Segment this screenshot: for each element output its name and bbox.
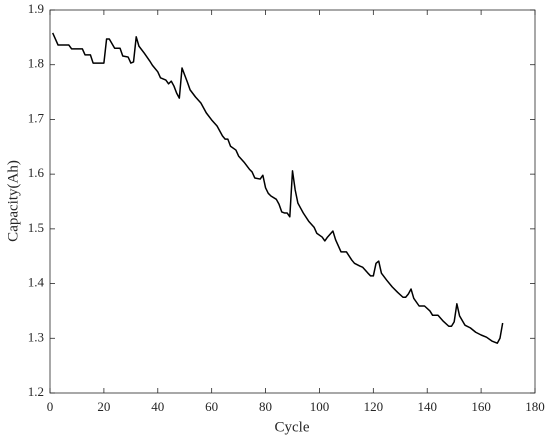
x-tick-label: 60: [205, 399, 218, 414]
y-tick-label: 1.5: [28, 220, 44, 235]
y-axis-title: Capacity(Ah): [5, 160, 21, 242]
x-tick-label: 0: [47, 399, 54, 414]
x-tick-label: 140: [417, 399, 437, 414]
y-tick-label: 1.6: [28, 165, 45, 180]
y-tick-label: 1.9: [28, 1, 44, 16]
data-line: [52, 32, 504, 344]
x-tick-label: 80: [259, 399, 272, 414]
x-tick-label: 100: [310, 399, 330, 414]
x-axis-title: Cycle: [275, 419, 310, 435]
y-tick-label: 1.4: [28, 275, 45, 290]
plot-frame: [49, 9, 536, 394]
x-tick-label: 40: [151, 399, 164, 414]
y-tick-label: 1.7: [28, 110, 45, 125]
x-tick-label: 180: [525, 399, 545, 414]
x-tick-label: 20: [97, 399, 110, 414]
x-tick-label: 160: [471, 399, 491, 414]
y-tick-label: 1.8: [28, 56, 44, 71]
y-tick-label: 1.3: [28, 329, 44, 344]
x-tick-label: 120: [364, 399, 384, 414]
y-tick-label: 1.2: [28, 384, 44, 399]
